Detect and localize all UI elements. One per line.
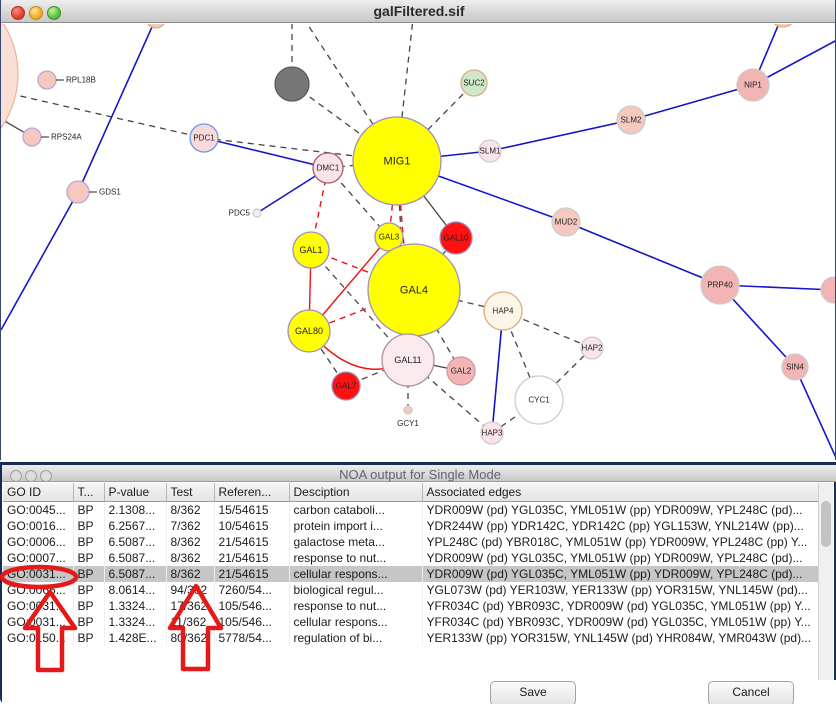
svg-text:HAP3: HAP3: [482, 429, 503, 438]
svg-text:GAL1: GAL1: [299, 245, 322, 255]
svg-text:SIN4: SIN4: [786, 363, 804, 372]
svg-text:GAL80: GAL80: [295, 326, 323, 336]
svg-text:PDC1: PDC1: [193, 134, 215, 143]
svg-text:GCY1: GCY1: [397, 419, 419, 428]
svg-text:GAL4: GAL4: [400, 285, 428, 297]
svg-text:NIP1: NIP1: [744, 81, 762, 90]
svg-text:RPS24A: RPS24A: [51, 133, 82, 142]
svg-text:HAP2: HAP2: [582, 344, 603, 353]
svg-text:PDC5: PDC5: [229, 209, 251, 218]
svg-text:MUD2: MUD2: [555, 218, 578, 227]
svg-text:GDS1: GDS1: [99, 188, 121, 197]
svg-text:GAL10: GAL10: [444, 234, 469, 243]
svg-text:GAL2: GAL2: [451, 367, 472, 376]
svg-text:PRP40: PRP40: [707, 281, 733, 290]
svg-text:GAL3: GAL3: [379, 233, 400, 242]
svg-text:SUC2: SUC2: [463, 79, 485, 88]
svg-text:HAP4: HAP4: [493, 307, 514, 316]
svg-text:MIG1: MIG1: [384, 156, 411, 168]
svg-text:GAL7: GAL7: [336, 382, 357, 391]
svg-text:SLM2: SLM2: [621, 116, 642, 125]
svg-text:RPL18B: RPL18B: [66, 76, 96, 85]
svg-text:DMC1: DMC1: [317, 164, 340, 173]
svg-text:GAL11: GAL11: [394, 355, 421, 365]
svg-text:SLM1: SLM1: [480, 147, 501, 156]
svg-text:CYC1: CYC1: [528, 396, 550, 405]
